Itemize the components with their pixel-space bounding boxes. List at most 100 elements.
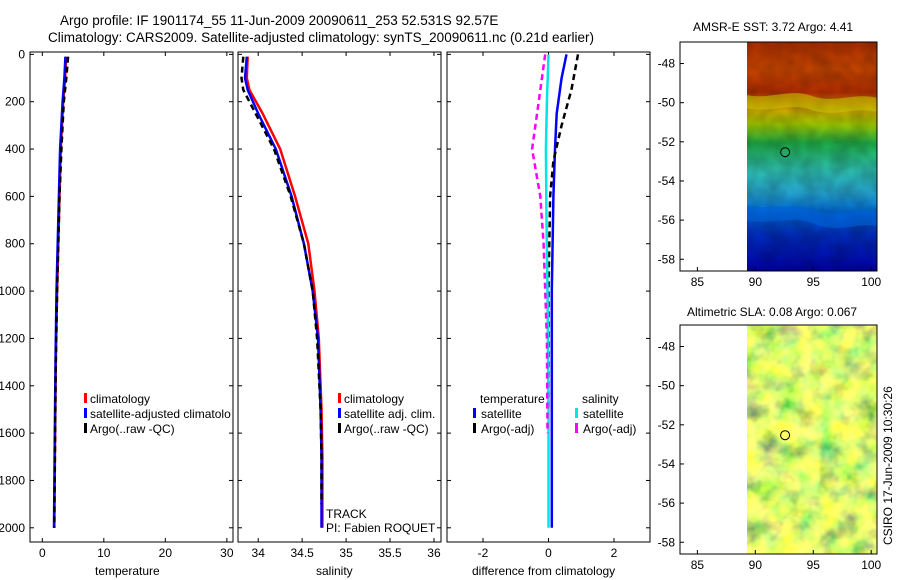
sla-field (747, 325, 877, 554)
sla-map-title: Altimetric SLA: 0.08 Argo: 0.067 (687, 305, 857, 319)
sst-argo-marker (780, 147, 791, 158)
sst-front-cold (747, 205, 877, 229)
legend-label-argo: Argo(..raw -QC) (344, 422, 429, 436)
y-tick-label: 0 (18, 47, 25, 61)
map-x-tick-label: 95 (807, 558, 821, 572)
legend-swatch-sal-argo (575, 423, 578, 433)
y-tick-label: 600 (5, 189, 25, 203)
legend-label-temp-argo: Argo(-adj) (481, 422, 534, 436)
map-x-tick-label: 90 (749, 558, 763, 572)
map-x-tick-label: 85 (691, 558, 705, 572)
legend-label-temp-satellite: satellite (481, 407, 522, 421)
x-tick-label: 20 (159, 546, 173, 560)
map-x-tick-label: 90 (749, 275, 763, 289)
legend-label-argo: Argo(..raw -QC) (90, 422, 175, 436)
difference-legend: temperature salinity satellite Argo(-adj… (473, 392, 636, 436)
temperature-legend: climatology satellite-adjusted climatolo… (84, 392, 231, 436)
x-tick-label: 34.5 (290, 546, 314, 560)
sst-texture (747, 42, 877, 271)
map-y-tick-label: -56 (658, 496, 676, 510)
y-tick-label: 1200 (0, 331, 25, 345)
map-y-tick-label: -52 (658, 418, 676, 432)
x-tick-label: -2 (478, 546, 489, 560)
legend-label-sal-argo: Argo(-adj) (583, 422, 636, 436)
x-tick-label: 34 (252, 546, 266, 560)
legend-swatch-temp-argo (473, 423, 476, 433)
legend-swatch-climatology (84, 393, 87, 403)
temperature-lines (52, 56, 70, 528)
map-y-tick-label: -58 (658, 535, 676, 549)
legend-swatch-argo (84, 423, 87, 433)
sla-map-axes (679, 324, 878, 555)
legend-label-climatology: climatology (344, 392, 404, 406)
x-tick-label: 2 (611, 546, 618, 560)
salinity-axes (237, 51, 442, 543)
x-tick-label: 0 (39, 546, 46, 560)
y-tick-label: 1400 (0, 379, 25, 393)
sla-map-ticks: 85 90 95 100 -48 -50 -52 -54 -56 -58 (658, 340, 882, 572)
salinity-y-ticks (238, 53, 441, 529)
x-tick-label: 10 (97, 546, 111, 560)
x-tick-label: 0 (545, 546, 552, 560)
series-line-salinity-argo-adj- (530, 54, 549, 434)
y-tick-label: 1000 (0, 284, 25, 298)
series-line-temperature-satellite (550, 54, 568, 528)
map-y-tick-label: -58 (658, 252, 676, 266)
legend-title-temperature: temperature (480, 392, 545, 406)
temperature-x-label: temperature (95, 564, 160, 578)
map-x-tick-label: 100 (861, 275, 881, 289)
x-tick-label: 30 (220, 546, 234, 560)
series-line-climatology (245, 56, 324, 528)
series-line-argo (53, 56, 70, 528)
sla-map-panel: Altimetric SLA: 0.08 Argo: 0.067 85 90 95 1… (658, 305, 882, 572)
legend-swatch-argo (338, 423, 341, 433)
map-x-tick-label: 85 (691, 275, 705, 289)
map-y-tick-label: -56 (658, 213, 676, 227)
sla-heatmap (747, 325, 877, 554)
legend-title-salinity: salinity (582, 392, 619, 406)
temperature-x-ticks: 0 10 20 30 (39, 52, 234, 560)
y-tick-label: 400 (5, 142, 25, 156)
difference-x-ticks: -2 0 2 (478, 52, 618, 560)
map-y-tick-label: -54 (658, 457, 676, 471)
legend-swatch-climatology (338, 393, 341, 403)
salinity-x-ticks: 34 34.5 35 35.5 36 (252, 52, 441, 560)
sst-map-axes (679, 41, 878, 272)
y-tick-label: 2000 (0, 521, 25, 535)
map-y-tick-label: -48 (658, 340, 676, 354)
y-tick-label: 1600 (0, 426, 25, 440)
title-line-2: Climatology: CARS2009. Satellite-adjuste… (48, 30, 594, 45)
sst-heatmap (747, 42, 877, 271)
map-y-tick-label: -48 (658, 57, 676, 71)
track-label: TRACK (326, 507, 367, 521)
difference-panel: -2 0 2 difference from climatology tempera… (446, 51, 651, 578)
legend-swatch-satellite-adj (338, 408, 341, 418)
salinity-panel: 34 34.5 35 35.5 36 salinity climatology sate… (237, 51, 442, 578)
x-tick-label: 35.5 (378, 546, 402, 560)
legend-swatch-satellite-adjusted (84, 408, 87, 418)
temperature-y-ticks: 0 200 400 600 800 1000 1200 1400 1600 1800 2000 (0, 47, 233, 535)
sst-map-title: AMSR-E SST: 3.72 Argo: 4.41 (693, 20, 853, 34)
legend-label-satellite-adj: satellite adj. clim. (344, 407, 435, 421)
map-y-tick-label: -50 (658, 96, 676, 110)
y-tick-label: 200 (5, 95, 25, 109)
map-y-tick-label: -50 (658, 379, 676, 393)
legend-label-climatology: climatology (90, 392, 150, 406)
sst-front-warm (747, 93, 877, 113)
temperature-panel: 0 200 400 600 800 1000 1200 1400 1600 1800 2000 0 1… (0, 47, 234, 578)
salinity-legend: climatology satellite adj. clim. Argo(..… (338, 392, 435, 436)
map-y-tick-label: -54 (658, 174, 676, 188)
map-x-tick-label: 95 (807, 275, 821, 289)
title-line-1: Argo profile: IF 1901174_55 11-Jun-2009 … (60, 13, 498, 28)
y-tick-label: 1800 (0, 473, 25, 487)
pi-label: PI: Fabien ROQUET (326, 521, 436, 535)
side-caption: CSIRO 17-Jun-2009 10:30:26 (881, 386, 895, 545)
series-line-salinity-satellite (544, 54, 550, 528)
x-tick-label: 35 (339, 546, 353, 560)
legend-swatch-sal-satellite (575, 408, 578, 418)
legend-label-sal-satellite: satellite (583, 407, 624, 421)
map-x-tick-label: 100 (861, 558, 881, 572)
series-line-satellite-adjusted (243, 56, 323, 528)
difference-lines (530, 54, 580, 528)
